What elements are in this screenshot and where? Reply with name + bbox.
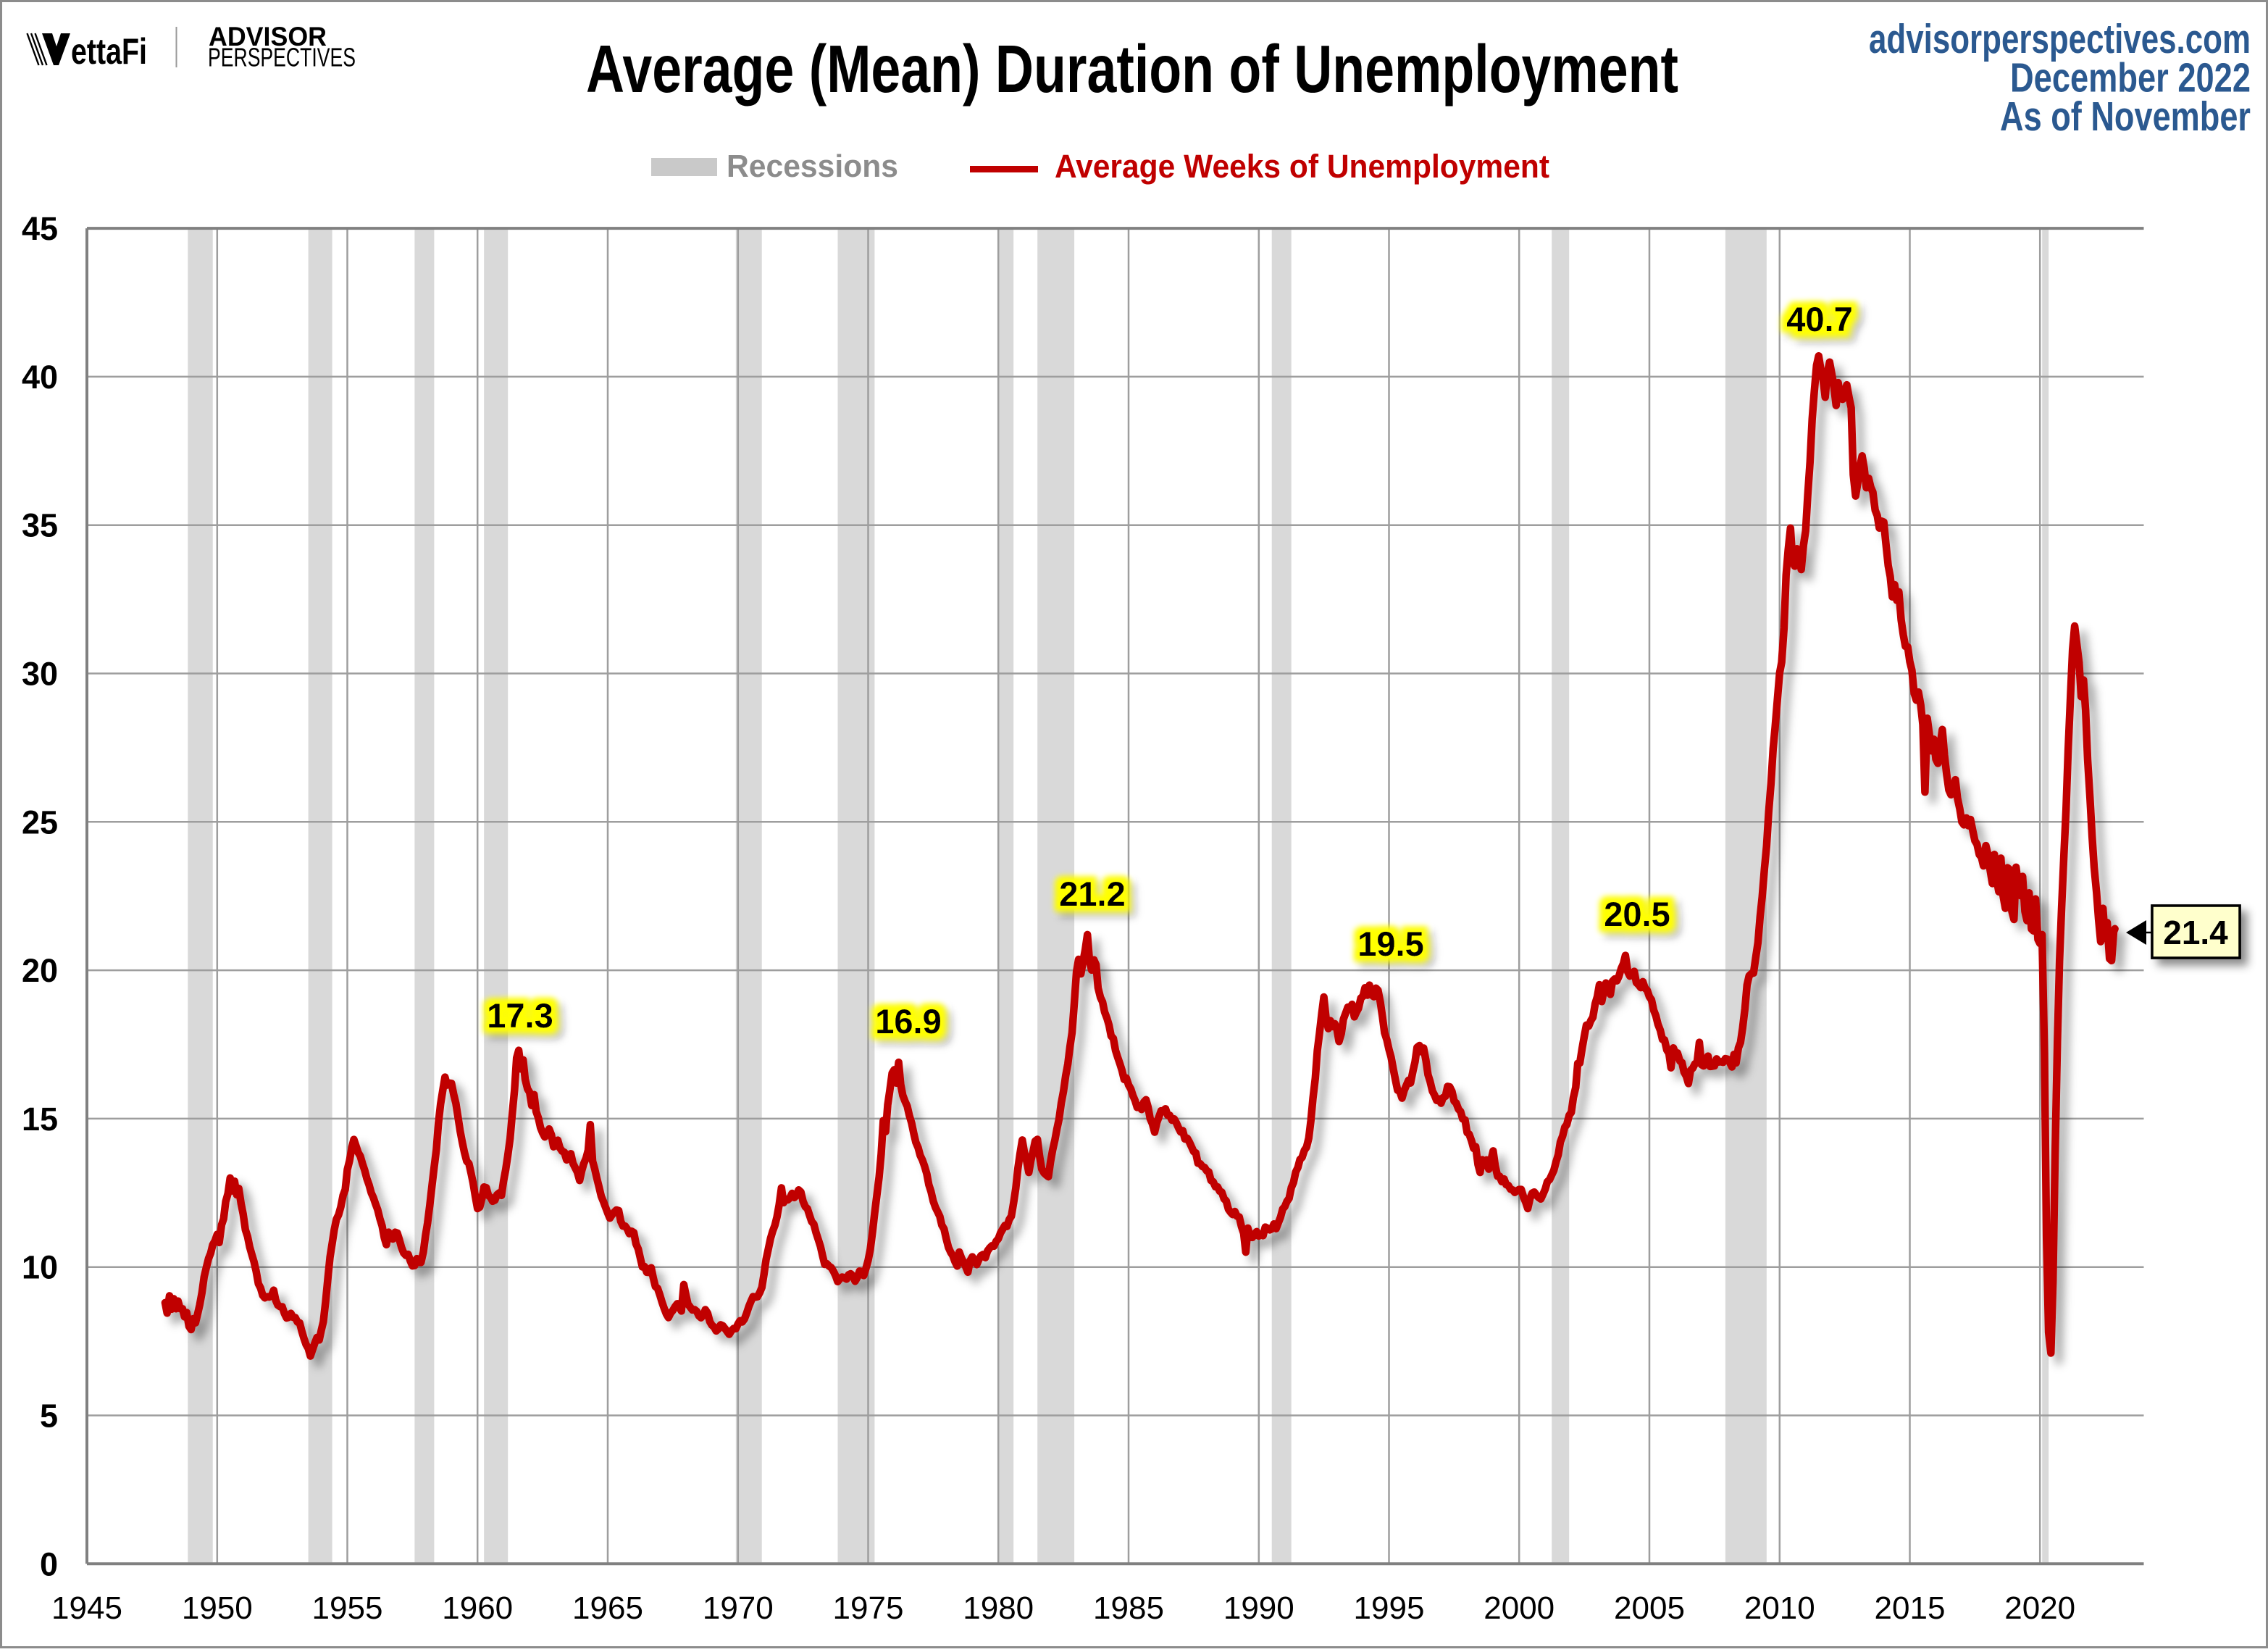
svg-text:December 2022: December 2022: [2010, 55, 2251, 101]
svg-text:1945: 1945: [51, 1590, 122, 1626]
svg-text:Average (Mean) Duration of Une: Average (Mean) Duration of Unemployment: [586, 31, 1678, 107]
svg-text:35: 35: [22, 507, 58, 544]
svg-text:1970: 1970: [703, 1590, 774, 1626]
svg-text:1960: 1960: [442, 1590, 513, 1626]
svg-text:1975: 1975: [833, 1590, 904, 1626]
svg-text:Recessions: Recessions: [727, 149, 898, 184]
svg-text:25: 25: [22, 804, 58, 840]
svg-text:PERSPECTIVES: PERSPECTIVES: [208, 43, 356, 72]
svg-text:21.4: 21.4: [2163, 914, 2228, 951]
svg-text:10: 10: [22, 1249, 58, 1286]
svg-text:17.3: 17.3: [487, 996, 553, 1035]
svg-text:40.7: 40.7: [1786, 300, 1852, 338]
svg-text:1990: 1990: [1223, 1590, 1294, 1626]
svg-text:As of November: As of November: [2000, 93, 2251, 140]
svg-text:40: 40: [22, 359, 58, 396]
svg-text:20: 20: [22, 952, 58, 989]
svg-text:2000: 2000: [1484, 1590, 1554, 1626]
svg-text:2020: 2020: [2004, 1590, 2075, 1626]
svg-text:Average Weeks of Unemployment: Average Weeks of Unemployment: [1055, 148, 1549, 185]
svg-text:45: 45: [22, 210, 58, 247]
svg-text:ADVISOR: ADVISOR: [209, 22, 327, 51]
svg-text:1965: 1965: [572, 1590, 643, 1626]
svg-text:5: 5: [40, 1398, 58, 1435]
svg-text:20.5: 20.5: [1604, 895, 1670, 933]
svg-text:0: 0: [40, 1545, 58, 1582]
svg-text:ettaFi: ettaFi: [71, 31, 147, 72]
svg-text:15: 15: [22, 1101, 58, 1138]
svg-text:30: 30: [22, 656, 58, 693]
svg-text:1980: 1980: [963, 1590, 1034, 1626]
svg-text:1950: 1950: [182, 1590, 253, 1626]
svg-text:2005: 2005: [1614, 1590, 1685, 1626]
svg-text:21.2: 21.2: [1059, 875, 1125, 913]
svg-text:advisorperspectives.com: advisorperspectives.com: [1869, 16, 2251, 62]
svg-text:1955: 1955: [312, 1590, 383, 1626]
svg-text:16.9: 16.9: [875, 1002, 941, 1040]
svg-text:2015: 2015: [1875, 1590, 1946, 1626]
svg-text:19.5: 19.5: [1357, 925, 1423, 963]
svg-text:2010: 2010: [1744, 1590, 1815, 1626]
svg-text:1995: 1995: [1354, 1590, 1425, 1626]
svg-text:1985: 1985: [1093, 1590, 1164, 1626]
